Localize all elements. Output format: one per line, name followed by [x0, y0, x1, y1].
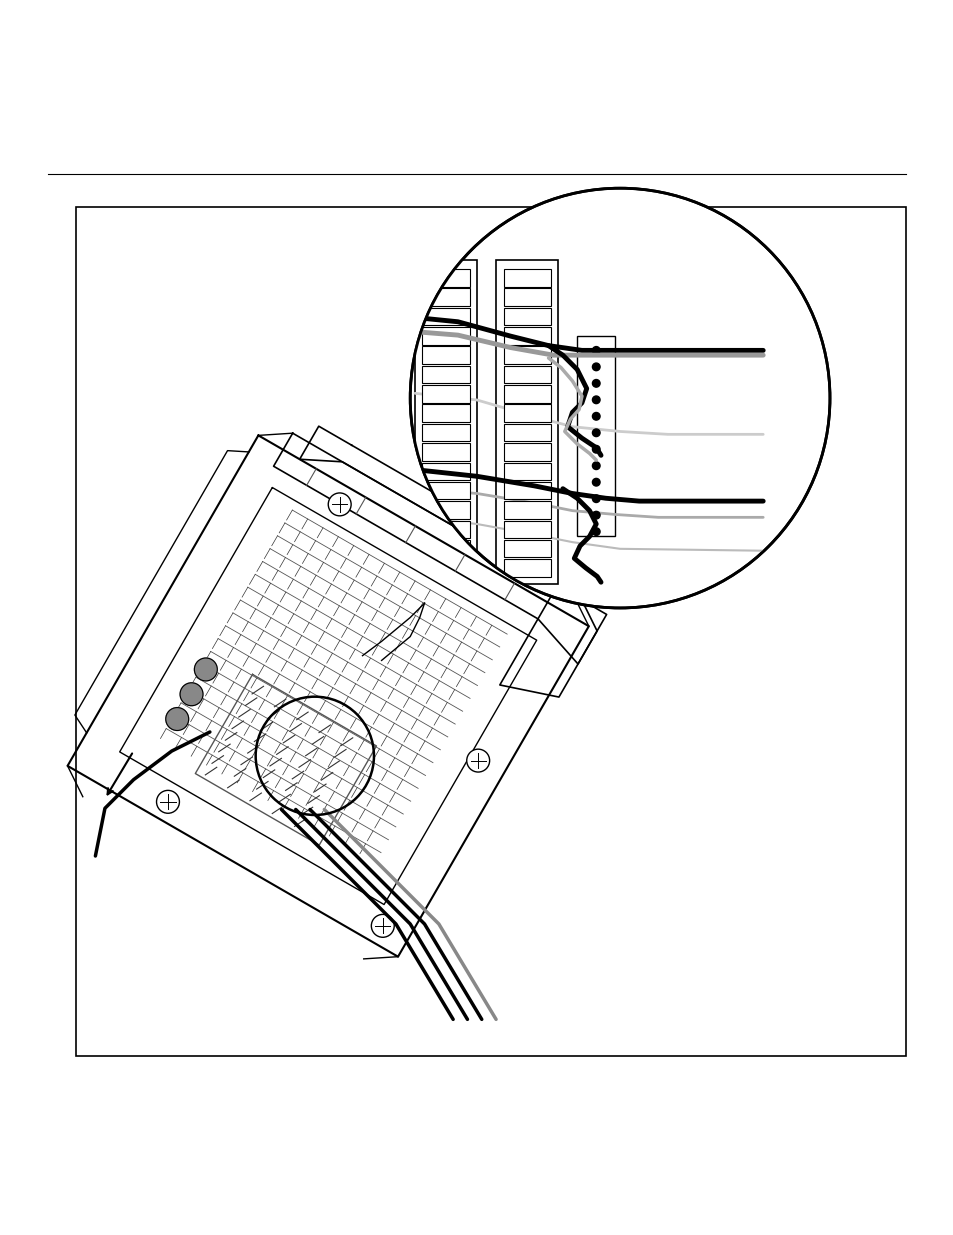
Bar: [76, 207, 905, 1056]
Circle shape: [592, 527, 599, 536]
Circle shape: [592, 429, 599, 437]
Bar: [503, 385, 550, 403]
Bar: [503, 443, 550, 461]
Bar: [422, 289, 469, 306]
Bar: [503, 308, 550, 325]
Circle shape: [592, 511, 599, 519]
Bar: [422, 405, 469, 422]
Bar: [422, 327, 469, 345]
Bar: [503, 501, 550, 519]
Bar: [422, 385, 469, 403]
Bar: [422, 482, 469, 499]
Bar: [503, 424, 550, 441]
Circle shape: [371, 914, 394, 937]
Circle shape: [592, 347, 599, 354]
Bar: [422, 540, 469, 557]
Circle shape: [466, 750, 489, 772]
Circle shape: [410, 188, 829, 608]
Circle shape: [328, 493, 351, 516]
Circle shape: [592, 379, 599, 387]
Circle shape: [180, 683, 203, 705]
Circle shape: [592, 363, 599, 370]
Circle shape: [592, 462, 599, 469]
Bar: [503, 482, 550, 499]
Bar: [503, 520, 550, 538]
Circle shape: [194, 658, 217, 680]
Bar: [503, 463, 550, 480]
Bar: [422, 443, 469, 461]
Bar: [503, 269, 550, 287]
Circle shape: [166, 708, 189, 730]
Bar: [503, 540, 550, 557]
Bar: [422, 424, 469, 441]
Bar: [422, 520, 469, 538]
Circle shape: [592, 396, 599, 404]
Bar: [422, 347, 469, 364]
Bar: [503, 366, 550, 383]
Bar: [577, 336, 615, 536]
Circle shape: [592, 446, 599, 453]
Bar: [422, 463, 469, 480]
Bar: [503, 289, 550, 306]
Bar: [496, 259, 558, 584]
Circle shape: [156, 790, 179, 814]
Bar: [422, 559, 469, 577]
Bar: [422, 366, 469, 383]
Bar: [422, 269, 469, 287]
Circle shape: [592, 478, 599, 487]
Bar: [503, 559, 550, 577]
Bar: [503, 327, 550, 345]
Bar: [503, 347, 550, 364]
Bar: [422, 308, 469, 325]
Circle shape: [592, 412, 599, 420]
Bar: [422, 501, 469, 519]
Bar: [503, 405, 550, 422]
Circle shape: [592, 495, 599, 503]
Bar: [415, 259, 476, 584]
